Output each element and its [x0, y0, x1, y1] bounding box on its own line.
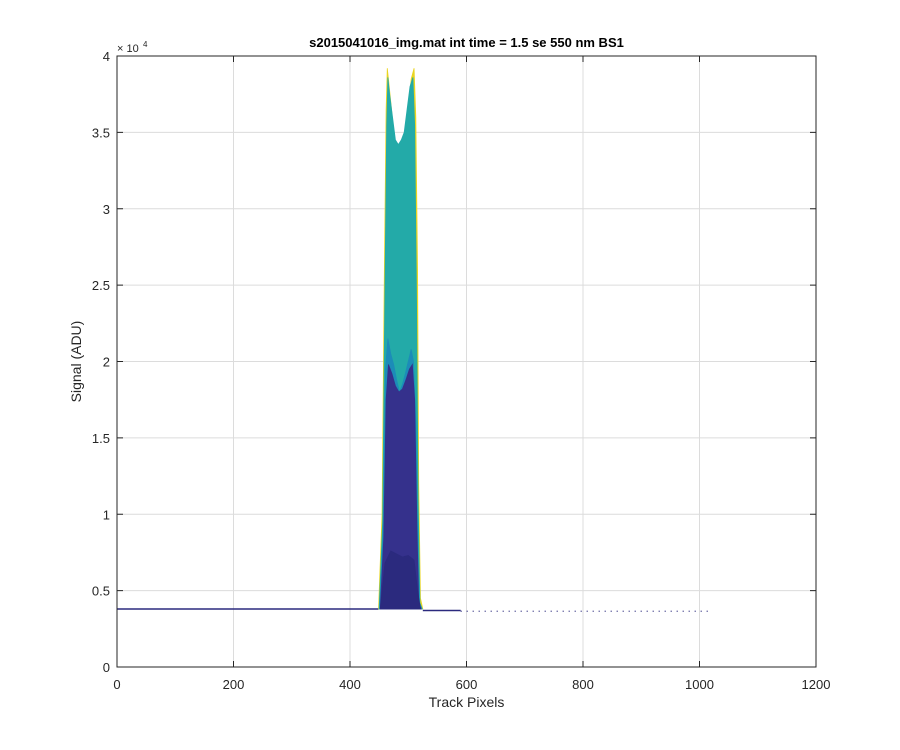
x-tick-label: 1200: [802, 677, 831, 692]
y-tick-label: 0.5: [92, 584, 110, 599]
y-tick-label: 0: [103, 660, 110, 675]
y-exponent-base: × 10: [117, 43, 139, 55]
x-tick-label: 400: [339, 677, 361, 692]
x-tick-label: 200: [223, 677, 245, 692]
y-tick-label: 2: [103, 355, 110, 370]
y-axis-label: Signal (ADU): [68, 321, 84, 403]
y-tick-label: 1: [103, 507, 110, 522]
y-tick-label: 2.5: [92, 278, 110, 293]
x-tick-label: 1000: [685, 677, 714, 692]
y-tick-label: 1.5: [92, 431, 110, 446]
tick-marks: [116, 55, 817, 668]
grid-lines: [117, 56, 816, 667]
y-tick-label: 4: [103, 49, 110, 64]
x-axis-label: Track Pixels: [429, 694, 505, 710]
x-tick-label: 600: [456, 677, 478, 692]
x-tick-label: 0: [113, 677, 120, 692]
x-tick-label: 800: [572, 677, 594, 692]
data-layer: [117, 68, 712, 612]
series-area-5: [379, 550, 421, 610]
y-exponent-power: 4: [143, 40, 148, 49]
tick-labels: 0 200 400 600 800 1000 1200 0 0.5 1 1.5 2 2.5 3 3.5 4: [92, 49, 831, 692]
chart-title: s2015041016_img.mat int time = 1.5 se 55…: [309, 35, 624, 50]
y-tick-label: 3.5: [92, 125, 110, 140]
series-area-4: [379, 363, 422, 610]
y-tick-label: 3: [103, 202, 110, 217]
